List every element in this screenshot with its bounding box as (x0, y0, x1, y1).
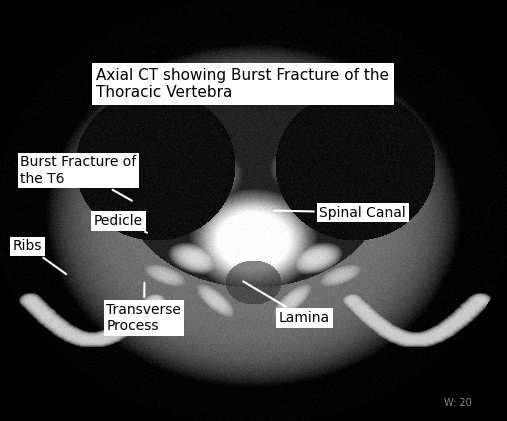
Text: Lamina: Lamina (243, 281, 330, 325)
Text: Burst Fracture of
the T6: Burst Fracture of the T6 (20, 155, 136, 201)
Text: Transverse
Process: Transverse Process (106, 283, 182, 333)
Text: Pedicle: Pedicle (94, 214, 147, 233)
Text: Spinal Canal: Spinal Canal (274, 205, 406, 220)
Text: Axial CT showing Burst Fracture of the
Thoracic Vertebra: Axial CT showing Burst Fracture of the T… (96, 68, 389, 100)
Text: W: 20: W: 20 (444, 398, 472, 408)
Text: Ribs: Ribs (13, 239, 66, 274)
